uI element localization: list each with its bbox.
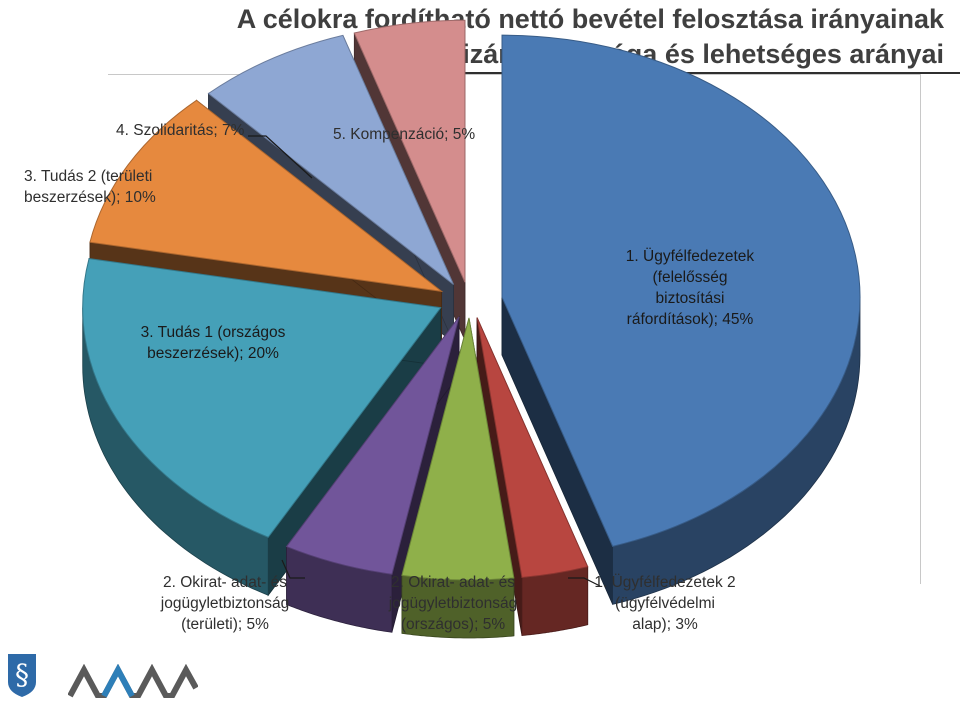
slice-top-face xyxy=(353,19,466,283)
pie-slice-3 xyxy=(401,317,515,639)
slice-top-face xyxy=(401,317,515,581)
slice-top-face xyxy=(82,258,442,538)
pie-slice-2 xyxy=(476,317,589,636)
slice-label-okirat-orszagos: 2. Okirat- adat- és jogügyletbiztonság (… xyxy=(388,574,518,633)
slice-top-face xyxy=(89,99,444,293)
slice-top-face xyxy=(285,316,460,575)
slice-label-okirat-teruleti: 2. Okirat- adat- és jogügyletbiztonság (… xyxy=(160,574,290,633)
slice-label-tudas-1: 3. Tudás 1 (országos beszerzések); 20% xyxy=(140,324,286,362)
slice-top-face xyxy=(207,34,454,285)
slice-label-tudas-2: 3. Tudás 2 (területi beszerzések); 10% xyxy=(24,168,156,206)
label-leader-line xyxy=(248,135,313,179)
slice-top-face xyxy=(501,34,861,547)
label-leader-line xyxy=(281,559,305,579)
slice-top-face xyxy=(476,317,589,579)
chart-title-line-1: A célokra fordítható nettó bevétel felos… xyxy=(236,4,944,34)
svg-text:§: § xyxy=(15,658,29,691)
slice-label-ugyfelfedezetek: 1. Ügyfélfedezetek (felelősség biztosítá… xyxy=(625,248,755,328)
slice-label-szolidaritas: 4. Szolidaritás; 7% xyxy=(116,122,245,139)
mkk-logo xyxy=(68,664,198,698)
label-leader-line xyxy=(568,577,601,587)
slice-label-kompenzacio: 5. Kompenzáció; 5% xyxy=(333,126,476,143)
pie-slice-6 xyxy=(89,99,444,351)
slice-label-ugyfelfedezetek-2: 1. Ügyfélfedezetek 2 (ügyfélvédelmi alap… xyxy=(594,574,736,633)
section-sign-shield-icon: § xyxy=(8,654,36,697)
pie-slice-1 xyxy=(501,34,861,605)
plot-area-border-right xyxy=(920,74,921,584)
